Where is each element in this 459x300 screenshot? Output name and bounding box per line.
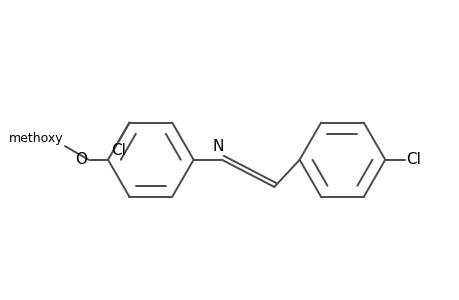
Text: Cl: Cl bbox=[111, 143, 126, 158]
Text: N: N bbox=[212, 139, 223, 154]
Text: methoxy: methoxy bbox=[8, 132, 63, 145]
Text: O: O bbox=[75, 152, 87, 167]
Text: Cl: Cl bbox=[405, 152, 420, 167]
